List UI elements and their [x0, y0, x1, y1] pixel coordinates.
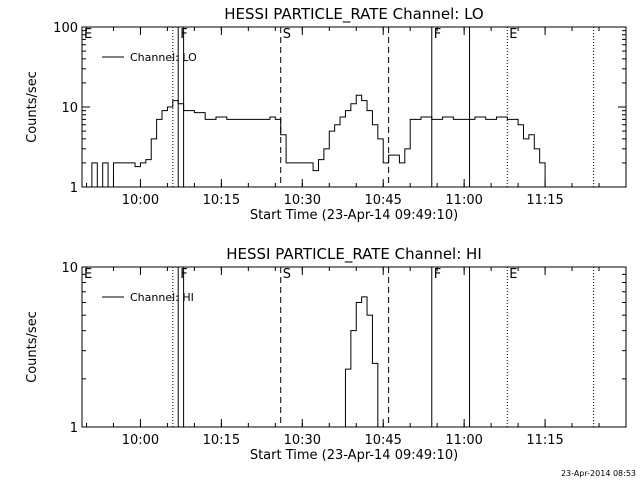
legend-entry: Channel: LO: [130, 51, 197, 64]
event-marker-label: S: [283, 27, 291, 42]
plot-timestamp: 23-Apr-2014 08:53: [561, 469, 636, 478]
x-tick-label: 10:30: [284, 433, 321, 448]
plot-frame: [81, 266, 627, 428]
x-tick-label: 10:45: [364, 433, 401, 448]
x-tick-label: 11:00: [445, 193, 482, 208]
x-tick-label: 10:45: [364, 193, 401, 208]
x-tick-label: 11:15: [526, 433, 563, 448]
chart-panel-2: HESSI PARTICLE_RATE Channel: HI 10:00 10:1…: [25, 245, 627, 463]
x-axis-label: Start Time (23-Apr-14 09:49:10): [250, 208, 458, 223]
event-marker-label: S: [283, 267, 291, 282]
event-marker-label: E: [509, 27, 517, 42]
chart-title: HESSI PARTICLE_RATE Channel: LO: [224, 5, 483, 24]
series-line: [86, 94, 551, 188]
y-tick-label: 10: [61, 261, 78, 276]
event-marker-label: E: [84, 27, 92, 42]
event-marker-label: E: [509, 267, 517, 282]
y-tick-label: 10: [61, 101, 78, 116]
legend-entry: Channel: HI: [130, 291, 194, 304]
chart-title: HESSI PARTICLE_RATE Channel: HI: [226, 245, 482, 264]
event-marker-label: F: [434, 267, 441, 282]
x-tick-label: 10:30: [284, 193, 321, 208]
x-tick-label: 11:15: [526, 193, 563, 208]
y-tick-label: 1: [70, 421, 78, 436]
event-marker-label: F: [434, 27, 441, 42]
y-axis-label: Counts/sec: [25, 71, 40, 143]
y-axis-label: Counts/sec: [25, 311, 40, 383]
y-tick-label: 100: [53, 21, 78, 36]
event-marker-label: E: [84, 267, 92, 282]
x-tick-label: 10:00: [122, 433, 159, 448]
x-tick-label: 10:00: [122, 193, 159, 208]
x-tick-label: 11:00: [445, 433, 482, 448]
chart-panel-1: HESSI PARTICLE_RATE Channel: LO 10:00 10:1…: [25, 5, 627, 223]
x-axis-label: Start Time (23-Apr-14 09:49:10): [250, 448, 458, 463]
x-tick-label: 10:15: [203, 193, 240, 208]
x-tick-label: 10:15: [203, 433, 240, 448]
y-tick-label: 1: [70, 181, 78, 196]
series-line: [340, 296, 379, 428]
